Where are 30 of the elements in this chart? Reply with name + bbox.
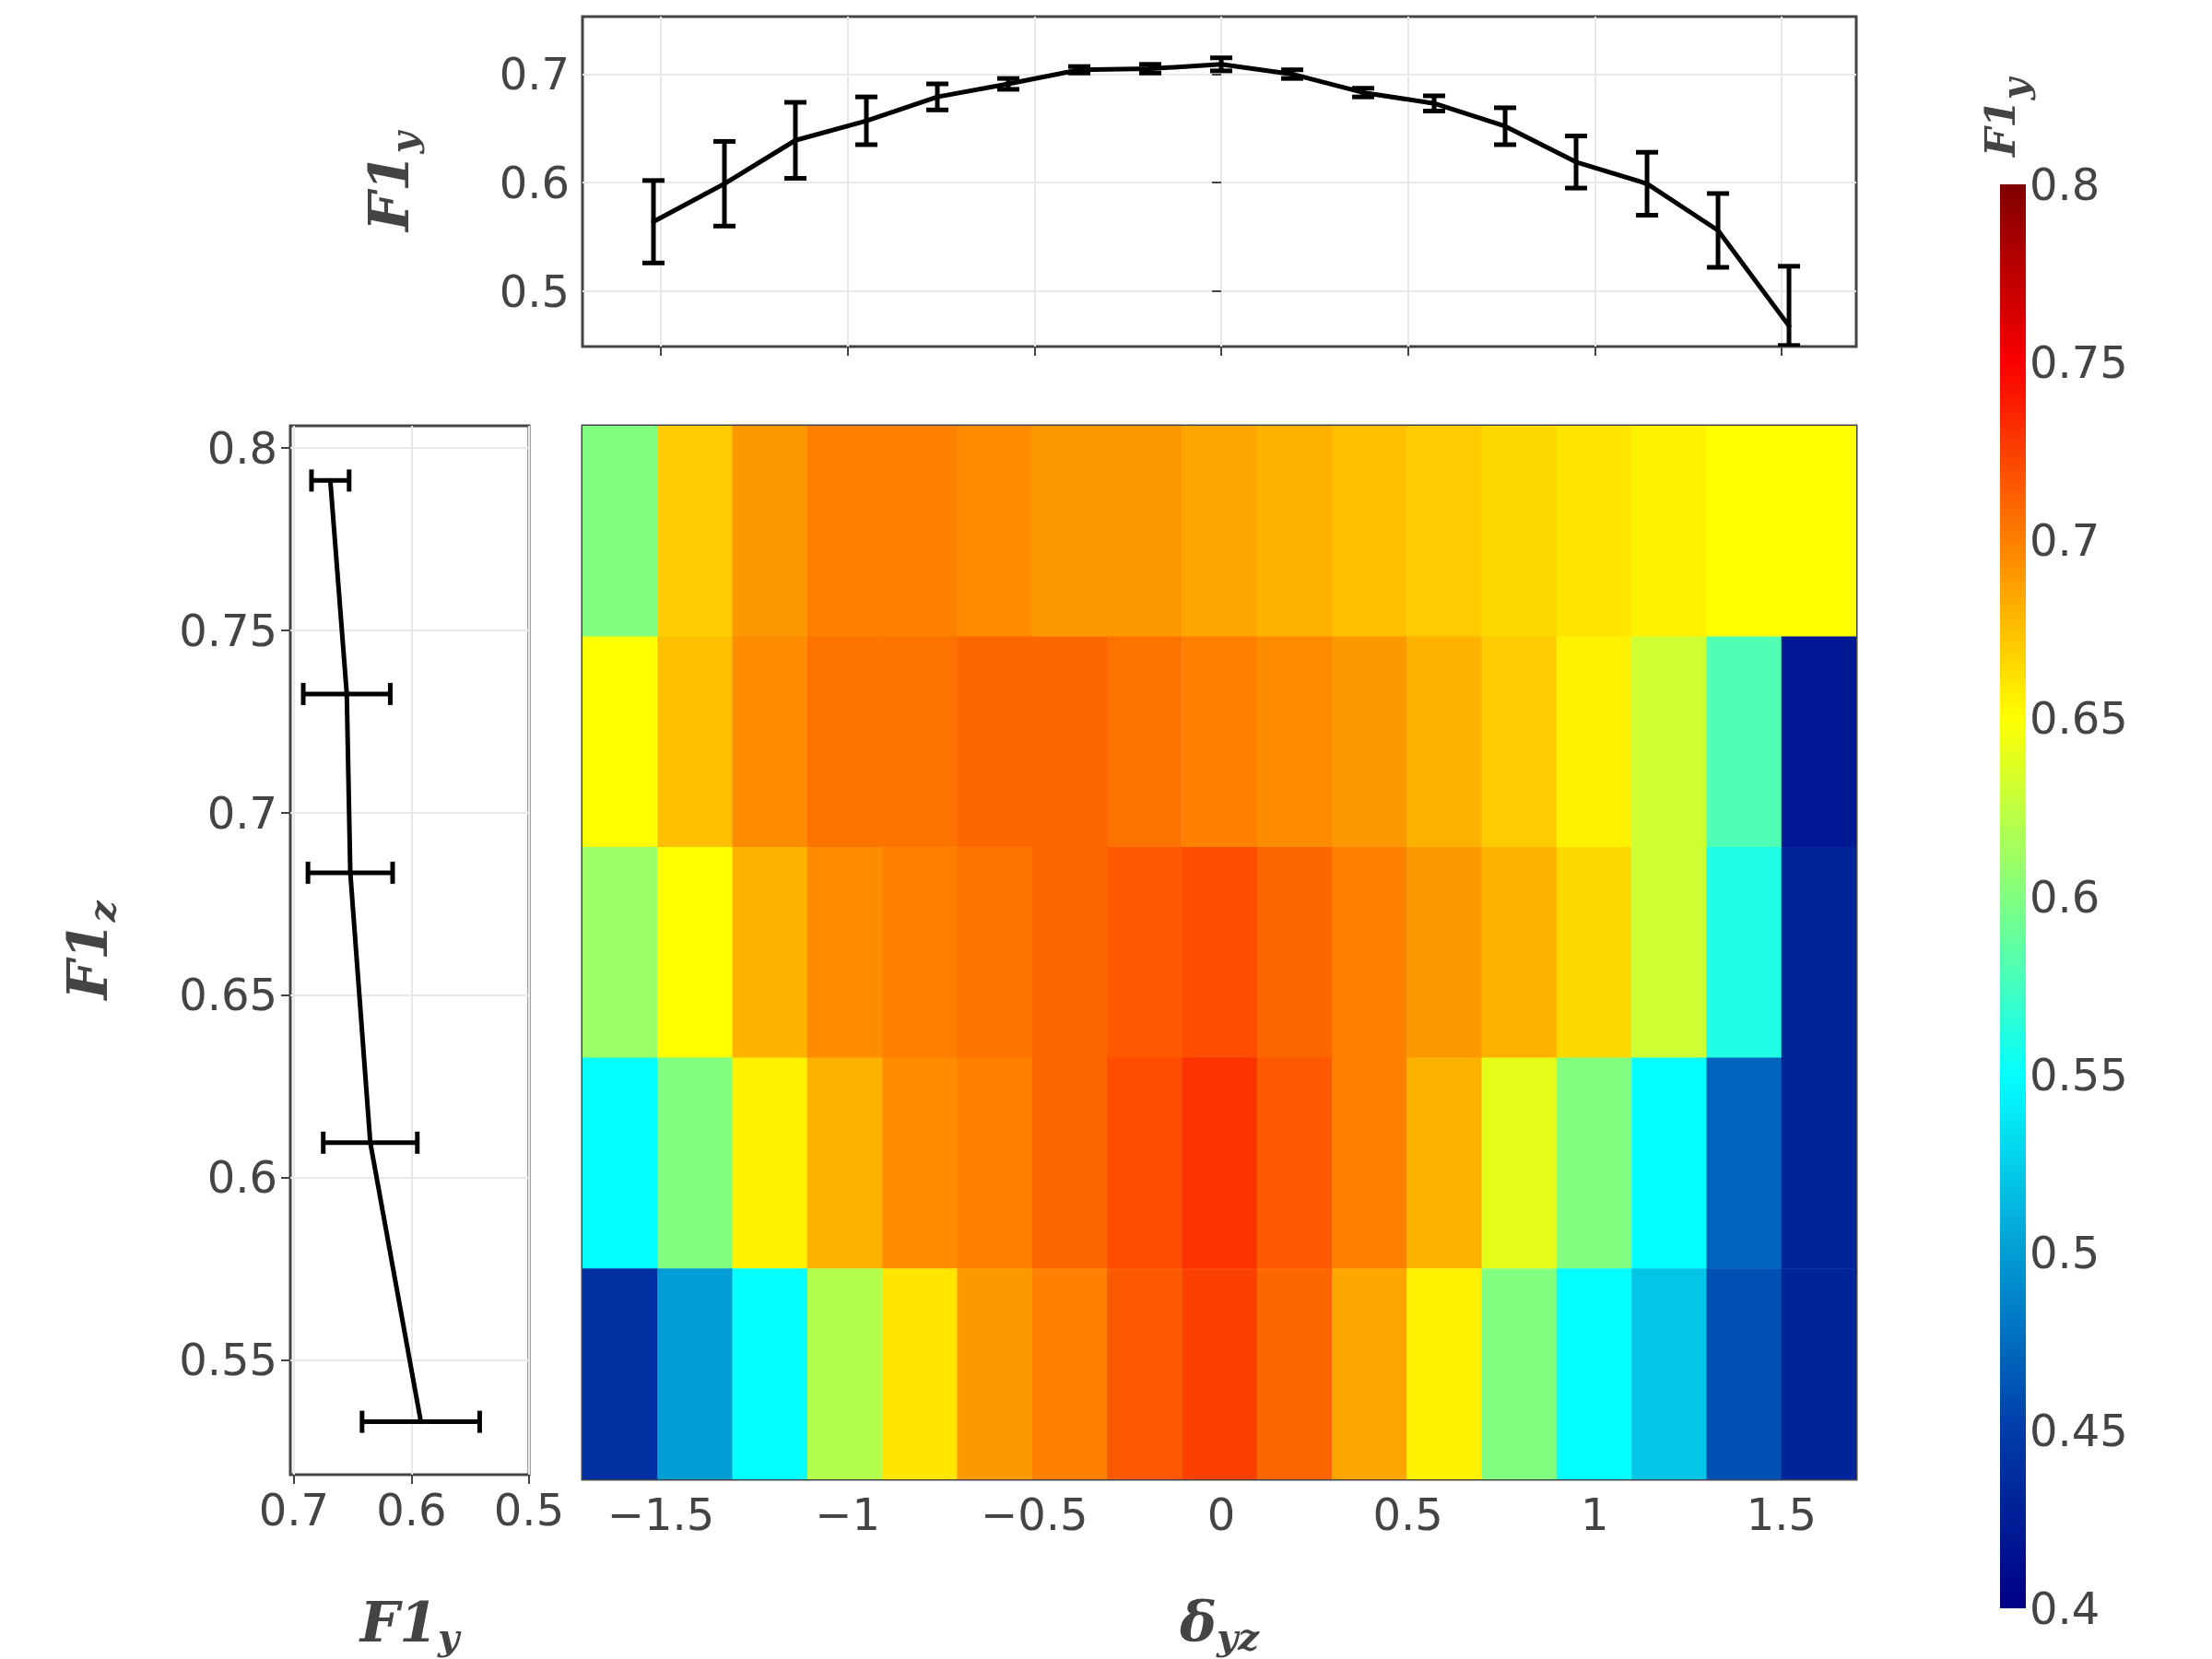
y-tick-label: 0.8 bbox=[206, 421, 277, 474]
y-tick-label: 0.7 bbox=[206, 786, 277, 839]
x-tick-label: 0.7 bbox=[258, 1484, 329, 1535]
y-tick-label: 0.7 bbox=[499, 48, 570, 100]
y-tick-label: 0.6 bbox=[206, 1151, 277, 1204]
y-tick-label: 0.75 bbox=[179, 604, 277, 656]
color-bar-title: F1y bbox=[1976, 76, 2036, 159]
color-bar-label: 0.55 bbox=[2030, 1048, 2128, 1100]
color-bar-label: 0.7 bbox=[2030, 514, 2100, 567]
color-bar-label: 0.65 bbox=[2030, 692, 2128, 745]
x-tick-label: 1 bbox=[1581, 1488, 1609, 1540]
color-bar-label: 0.8 bbox=[2030, 159, 2100, 210]
color-bar-label: 0.45 bbox=[2030, 1404, 2128, 1456]
color-bar-label: 0.75 bbox=[2030, 336, 2128, 389]
x-tick-label: −1 bbox=[815, 1488, 881, 1540]
y-axis-title: F1z bbox=[55, 900, 124, 1002]
x-tick-label: −0.5 bbox=[981, 1488, 1088, 1540]
y-tick-label: 0.5 bbox=[499, 265, 570, 317]
x-tick-label: 0 bbox=[1206, 1488, 1236, 1540]
color-bar-label: 0.6 bbox=[2030, 870, 2100, 923]
color-bar-label: 0.5 bbox=[2030, 1226, 2100, 1278]
color-bar-label: 0.4 bbox=[2030, 1583, 2100, 1634]
x-tick-label: 0.5 bbox=[1372, 1488, 1443, 1540]
x-tick-label: −1.5 bbox=[606, 1488, 715, 1540]
y-tick-label: 0.65 bbox=[179, 969, 277, 1021]
y-tick-label: 0.55 bbox=[179, 1334, 277, 1386]
x-tick-label: 1.5 bbox=[1746, 1488, 1818, 1540]
x-tick-label: 0.6 bbox=[376, 1484, 447, 1535]
y-axis-title: F1y bbox=[357, 129, 425, 233]
y-tick-label: 0.6 bbox=[499, 157, 570, 209]
